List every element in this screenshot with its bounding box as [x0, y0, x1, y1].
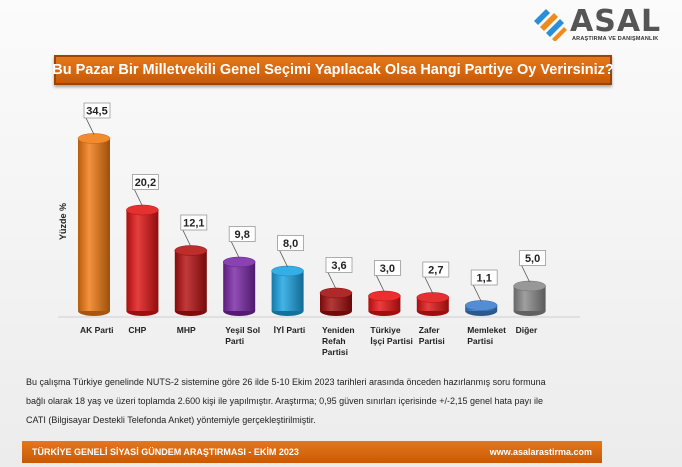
bar	[464, 300, 498, 316]
bar	[319, 287, 353, 316]
svg-text:9,8: 9,8	[235, 229, 250, 241]
bar	[271, 265, 304, 316]
footnote-line: bağlı olarak 18 yaş ve üzeri toplamda 2.…	[26, 396, 544, 406]
category-label: AK Parti	[80, 325, 114, 335]
bar	[174, 245, 208, 316]
data-label: 5,0	[519, 250, 546, 283]
svg-text:3,0: 3,0	[380, 263, 395, 275]
asal-logo-mark-icon	[534, 9, 567, 41]
bar	[77, 133, 111, 316]
category-label: Memleket Partisi	[467, 325, 506, 346]
footnote-line: CATI (Bilgisayar Destekli Telefonda Anke…	[26, 415, 316, 425]
data-label: 3,0	[373, 260, 401, 293]
footer-bar: TÜRKİYE GENELİ SİYASİ GÜNDEM ARAŞTIRMASI…	[22, 441, 602, 463]
bar	[513, 280, 546, 316]
data-label: 12,1	[180, 214, 208, 247]
category-label: Diğer	[516, 325, 538, 335]
svg-text:1,1: 1,1	[477, 273, 492, 285]
logo-subtitle: ARAŞTIRMA VE DANIŞMANLIK	[572, 36, 659, 42]
category-label: CHP	[128, 325, 146, 335]
svg-text:34,5: 34,5	[86, 106, 107, 118]
asal-logo: ASAL ARAŞTIRMA VE DANIŞMANLIK	[532, 4, 662, 44]
bar-chart: 34,5 20,2 12,1 9,8 8,0 3,6 3,0 2,7 1,1 5,0 AK Par…	[58, 102, 580, 357]
svg-text:12,1: 12,1	[183, 218, 204, 230]
bar	[126, 204, 159, 316]
category-label: MHP	[177, 325, 196, 335]
data-label: 1,1	[470, 269, 498, 302]
data-label: 8,0	[277, 235, 305, 268]
data-label: 9,8	[228, 226, 256, 259]
data-label: 34,5	[83, 102, 111, 135]
bar	[368, 290, 401, 316]
category-label: Türkiye İşçi Partisi	[370, 325, 413, 346]
category-label: Yeşil Sol Parti	[225, 325, 260, 346]
category-label: Zafer Partisi	[419, 325, 445, 346]
svg-text:8,0: 8,0	[283, 238, 298, 250]
svg-text:2,7: 2,7	[428, 265, 443, 277]
chart-title: Bu Pazar Bir Milletvekili Genel Seçimi Y…	[52, 55, 614, 85]
svg-text:5,0: 5,0	[525, 253, 540, 265]
bar	[222, 256, 256, 316]
footer-website-link[interactable]: www.asalarastirma.com	[489, 447, 592, 457]
methodology-footnote: Bu çalışma Türkiye genelinde NUTS-2 sist…	[26, 373, 666, 430]
logo-text: ASAL	[570, 4, 662, 39]
svg-text:20,2: 20,2	[135, 177, 156, 189]
category-label: Yeniden Refah Partisi	[322, 325, 355, 357]
data-label: 20,2	[131, 174, 159, 207]
category-label: İYİ Parti	[274, 325, 306, 335]
data-label: 3,6	[325, 257, 353, 290]
bar	[416, 292, 450, 316]
footnote-line: Bu çalışma Türkiye genelinde NUTS-2 sist…	[26, 377, 546, 387]
data-label: 2,7	[422, 261, 450, 294]
svg-text:3,6: 3,6	[331, 260, 346, 272]
footer-survey-title: TÜRKİYE GENELİ SİYASİ GÜNDEM ARAŞTIRMASI…	[32, 447, 299, 457]
